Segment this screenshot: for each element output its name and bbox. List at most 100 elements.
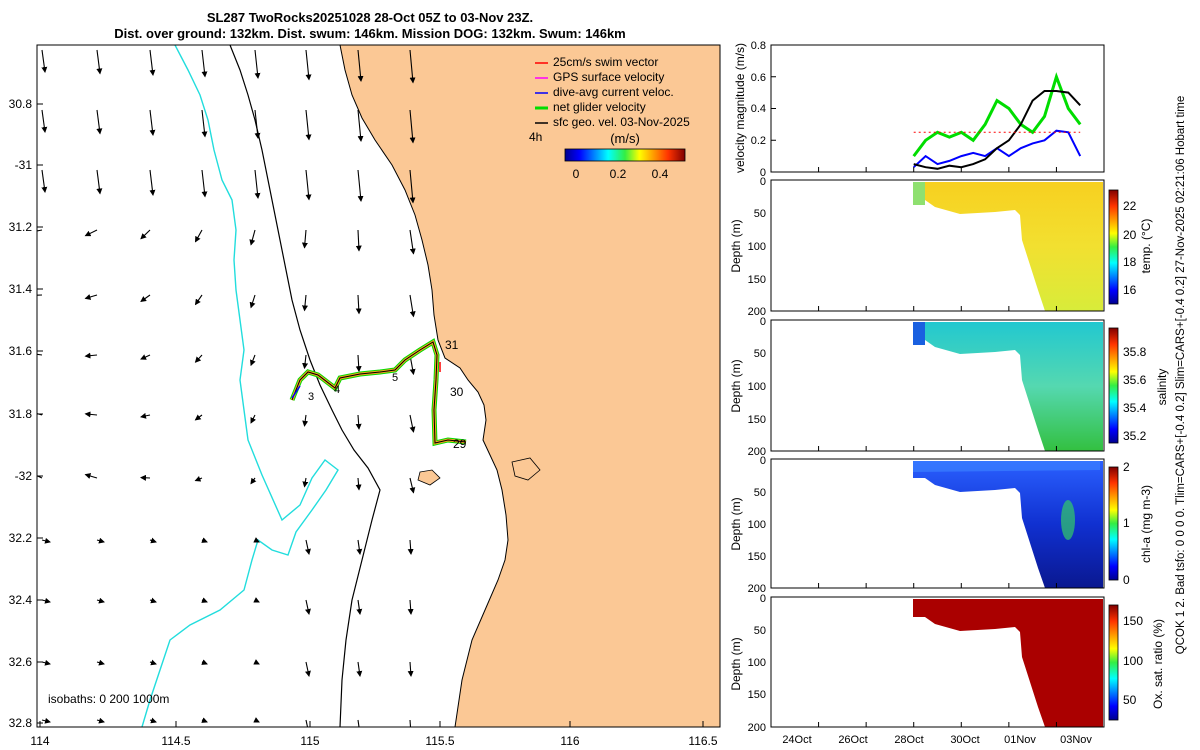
- sal-cb-tick: 35.8: [1123, 345, 1147, 359]
- velocity-arrow: [250, 414, 256, 424]
- depth-tick: 200: [748, 446, 766, 458]
- velocity-arrow: [96, 659, 105, 666]
- velocity-arrow: [357, 719, 360, 727]
- map-panel: 31 30 29 5 4 3 114 114.5 115 115.5 116 1…: [9, 44, 721, 748]
- velocity-arrow: [194, 475, 203, 482]
- velocity-arrow: [357, 109, 364, 142]
- chart-title-line1: SL287 TwoRocks20251028 28-Oct 05Z to 03-…: [206, 10, 534, 25]
- chart-title-line2: Dist. over ground: 132km. Dist. swum: 14…: [114, 26, 626, 41]
- velocity-arrow: [409, 49, 416, 84]
- ox-axes: [770, 596, 1105, 728]
- velocity-arrow: [201, 597, 208, 603]
- glider-track: [289, 338, 467, 447]
- depth-tick: 200: [748, 722, 766, 734]
- velocity-arrow: [409, 414, 416, 433]
- depth-tick: 50: [754, 208, 766, 220]
- ox-cb-tick: 50: [1123, 693, 1137, 707]
- velocity-arrow: [356, 599, 363, 615]
- ox-cb-label: Ox. sat. ratio (%): [1151, 619, 1165, 709]
- velocity-arrow: [250, 354, 256, 367]
- velocity-arrow: [194, 354, 203, 363]
- date-tick: 26Oct: [838, 734, 867, 746]
- velocity-arrow: [41, 659, 51, 666]
- temp-section-shelf: [913, 182, 925, 205]
- velocity-arrow: [201, 169, 208, 198]
- temp-cb-tick: 16: [1123, 283, 1137, 297]
- velocity-arrow: [407, 539, 414, 555]
- depth-tick: 50: [754, 625, 766, 637]
- depth-tick: 100: [748, 657, 766, 669]
- depth-tick: 150: [748, 689, 766, 701]
- velocity-arrow: [41, 109, 48, 133]
- depth-tick: 150: [748, 274, 766, 286]
- velocity-arrow: [253, 597, 260, 603]
- isobath-label: isobaths: 0 200 1000m: [48, 692, 169, 706]
- map-ticks: [37, 103, 704, 727]
- day-label-5: 5: [392, 372, 398, 384]
- depth-tick: 0: [760, 593, 766, 605]
- chl-cb-tick: 0: [1123, 573, 1130, 587]
- temp-cb-tick: 20: [1123, 228, 1137, 242]
- depth-tick: 100: [748, 381, 766, 393]
- velocity-arrow: [409, 169, 416, 204]
- velocity-arrow: [356, 539, 363, 555]
- velocity-arrow: [409, 294, 416, 318]
- velocity-arrow: [409, 229, 416, 255]
- isobath-1000m: [141, 45, 339, 727]
- chl-panel: 2 1 0 chl-a (mg m-3) Depth (m) 0 50 100 …: [729, 455, 1153, 595]
- velocity-arrow: [201, 717, 208, 723]
- map-x-tick: 114: [30, 734, 49, 748]
- chl-cb-label: chl-a (mg m-3): [1139, 485, 1153, 563]
- depth-tick: 150: [748, 551, 766, 563]
- velocity-arrow: [37, 475, 43, 479]
- ox-colorbar: [1108, 604, 1119, 721]
- map-x-tick: 115.5: [425, 734, 454, 748]
- land: [339, 45, 720, 727]
- velocity-arrow: [201, 49, 208, 78]
- velocity-arrow: [149, 109, 156, 136]
- map-x-tick: 115: [300, 734, 319, 748]
- map-colorbar-tick: 0.2: [610, 167, 627, 181]
- ox-cb-tick: 150: [1123, 614, 1143, 628]
- vel-y-tick: 0: [760, 167, 766, 179]
- depth-tick: 0: [760, 316, 766, 328]
- map-colorbar-tick: 0.4: [652, 167, 669, 181]
- velocity-arrow: [357, 49, 364, 82]
- map-y-tick: 32.8: [9, 716, 33, 730]
- velocity-arrow: [409, 109, 416, 144]
- map-y-tick: 31.4: [9, 282, 33, 296]
- map-y-tick: 31.2: [9, 220, 33, 234]
- velocity-arrow: [149, 717, 157, 724]
- ox-cb-tick: 100: [1123, 654, 1143, 668]
- map-colorbar: [564, 148, 686, 162]
- velocity-arrow: [84, 411, 98, 418]
- velocity-arrow: [305, 719, 309, 727]
- velocity-arrow: [140, 294, 151, 302]
- vel-y-tick: 0.4: [751, 103, 766, 115]
- velocity-arrow: [301, 229, 308, 249]
- map-y-tick: 30.8: [9, 97, 33, 111]
- side-label: QCOK 1 2. Bad tsfo: 0 0 0 0. Tlim=CARS+[…: [1175, 96, 1187, 654]
- velocity-arrow: [305, 599, 311, 615]
- velocity-arrow: [407, 599, 414, 615]
- oxygen-section: [913, 599, 1103, 727]
- velocity-arrow: [149, 169, 156, 196]
- date-tick: 01Nov: [1004, 734, 1036, 746]
- map-y-tick: 32.4: [9, 593, 33, 607]
- sal-cb-tick: 35.2: [1123, 429, 1147, 443]
- velocity-arrow: [140, 354, 151, 360]
- velocity-arrow: [302, 477, 309, 488]
- velocity-arrow: [356, 661, 363, 677]
- velocity-arrow: [409, 719, 412, 727]
- depth-tick: 200: [748, 306, 766, 318]
- velocity-arrow: [41, 597, 51, 604]
- day-label-4: 4: [334, 384, 340, 396]
- depth-tick: 50: [754, 487, 766, 499]
- map-legend: 25cm/s swim vector GPS surface velocity …: [535, 55, 690, 129]
- velocity-arrow: [249, 229, 256, 246]
- velocity-arrow: [253, 717, 260, 723]
- velocity-arrow: [253, 537, 260, 543]
- velocity-arrow: [149, 49, 156, 76]
- chl-maximum: [1061, 500, 1075, 540]
